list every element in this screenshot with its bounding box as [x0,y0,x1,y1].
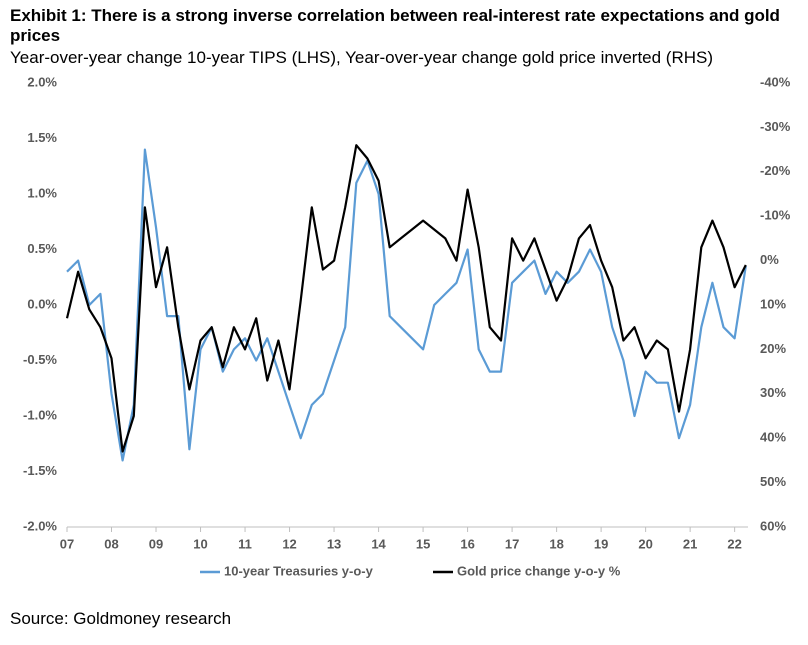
x-tick-label: 12 [282,536,296,551]
y2-tick-label: -40% [760,74,791,89]
x-tick-label: 09 [149,536,163,551]
x-tick-label: 20 [638,536,652,551]
x-tick-label: 15 [416,536,430,551]
legend-label: 10-year Treasuries y-o-y [224,563,374,578]
y-tick-label: 1.5% [27,130,57,145]
y-tick-label: 0.0% [27,296,57,311]
y-tick-label: -1.0% [23,407,57,422]
y-tick-label: -2.0% [23,518,57,533]
x-tick-label: 22 [727,536,741,551]
y2-tick-label: 0% [760,252,779,267]
y-tick-label: -0.5% [23,352,57,367]
x-tick-label: 13 [327,536,341,551]
x-tick-label: 08 [104,536,118,551]
y2-tick-label: 10% [760,296,786,311]
x-tick-label: 21 [683,536,697,551]
data-line [65,144,747,453]
data-line [66,148,747,462]
y2-tick-label: 30% [760,385,786,400]
y2-tick-label: 50% [760,474,786,489]
y2-tick-label: 60% [760,518,786,533]
y-tick-label: 2.0% [27,74,57,89]
y2-tick-label: -30% [760,119,791,134]
y-tick-label: 1.0% [27,185,57,200]
x-tick-label: 14 [371,536,386,551]
x-tick-label: 07 [60,536,74,551]
chart-subtitle: Year-over-year change 10-year TIPS (LHS)… [10,48,714,67]
x-tick-label: 11 [238,536,252,551]
source-note: Source: Goldmoney research [10,609,232,628]
chart: 2.0% 1.5% 1.0% 0.5% 0.0% -0.5% -1.0% -1.5% -2.0%… [23,74,791,578]
y-tick-label: 0.5% [27,241,57,256]
x-tick-label: 19 [594,536,608,551]
legend-label: Gold price change y-o-y % [457,563,621,578]
y2-tick-label: -20% [760,163,791,178]
y-tick-label: -1.5% [23,463,57,478]
chart-title: Exhibit 1: There is a strong inverse cor… [10,6,780,45]
y2-tick-label: 40% [760,430,786,445]
y2-tick-label: -10% [760,208,791,223]
x-tick-label: 16 [460,536,474,551]
x-tick-label: 10 [193,536,207,551]
y2-tick-label: 20% [760,341,786,356]
x-tick-label: 17 [505,536,519,551]
x-tick-label: 18 [549,536,563,551]
